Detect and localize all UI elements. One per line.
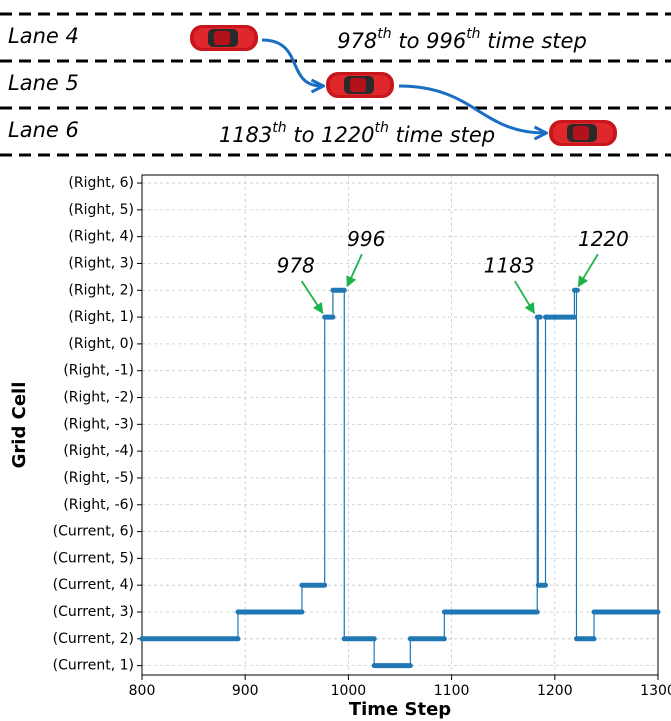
- plot-frame: [141, 174, 659, 676]
- y-tick-label: (Current, 6): [53, 524, 134, 540]
- caption: 1183th to 1220th time step: [219, 120, 495, 147]
- annotation-label: 978: [277, 254, 315, 278]
- caption-part: time step: [481, 29, 587, 53]
- caption-part: th: [272, 120, 286, 136]
- annotation-arrow: [346, 253, 363, 288]
- y-tick-label: (Right, 0): [68, 336, 134, 352]
- y-tick-label: (Right, -6): [63, 497, 134, 513]
- lane-change-arrow: [261, 38, 322, 86]
- car: [326, 72, 394, 98]
- lane-label: Lane 4: [8, 24, 79, 48]
- annotation-arrow: [577, 253, 599, 288]
- annotation-arrow: [514, 280, 536, 315]
- y-tick-label: (Current, 2): [53, 631, 134, 647]
- caption-part: to 996: [392, 29, 467, 53]
- annotation-label: 1220: [578, 227, 629, 251]
- x-tick-label: 1000: [331, 683, 367, 699]
- y-tick-label: (Right, 3): [68, 255, 134, 271]
- caption-part: to 1220: [287, 123, 375, 147]
- y-tick-label: (Current, 1): [53, 658, 134, 674]
- x-tick-label: 1100: [434, 683, 470, 699]
- lane-change-arrow: [398, 84, 545, 133]
- chart: Time Step Grid Cell (Current, 1) (Current…: [9, 174, 671, 720]
- y-tick-label: (Right, -3): [63, 416, 134, 432]
- y-tick-label: (Right, 5): [68, 202, 134, 218]
- y-tick-label: (Right, 1): [68, 309, 134, 325]
- caption-part: th: [375, 120, 389, 136]
- caption-part: th: [466, 26, 480, 42]
- lane-diagram: Lane 4 Lane 5 Lane 6 978th to 996th time…: [0, 12, 671, 157]
- lane-label: Lane 5: [8, 71, 79, 95]
- y-tick-label: (Current, 3): [53, 604, 134, 620]
- y-tick-label: (Current, 4): [53, 577, 134, 593]
- x-tick-label: 800: [129, 683, 156, 699]
- caption-part: th: [377, 26, 391, 42]
- y-tick-label: (Right, 4): [68, 229, 134, 245]
- y-tick-label: (Right, 6): [68, 175, 134, 191]
- caption: 978th to 996th time step: [337, 26, 587, 53]
- lane-label: Lane 6: [8, 118, 79, 142]
- y-tick-label: (Current, 5): [53, 550, 134, 566]
- lane-dividers: [0, 12, 671, 157]
- car: [549, 120, 617, 146]
- annotation-label: 996: [347, 227, 385, 251]
- y-axis-label: Grid Cell: [9, 382, 30, 469]
- caption-part: 978: [337, 29, 377, 53]
- car: [190, 25, 258, 51]
- caption-part: time step: [389, 123, 495, 147]
- x-tick-label: 1200: [537, 683, 573, 699]
- annotation-label: 1183: [484, 254, 535, 278]
- caption-part: 1183: [219, 123, 272, 147]
- y-tick-label: (Right, 2): [68, 282, 134, 298]
- x-axis-label: Time Step: [349, 699, 451, 720]
- y-tick-label: (Right, -1): [63, 363, 134, 379]
- y-tick-label: (Right, -2): [63, 390, 134, 406]
- x-tick-label: 1300: [640, 683, 671, 699]
- annotation-arrow: [300, 280, 324, 314]
- y-tick-label: (Right, -5): [63, 470, 134, 486]
- x-tick-label: 900: [232, 683, 259, 699]
- y-tick-label: (Right, -4): [63, 443, 134, 459]
